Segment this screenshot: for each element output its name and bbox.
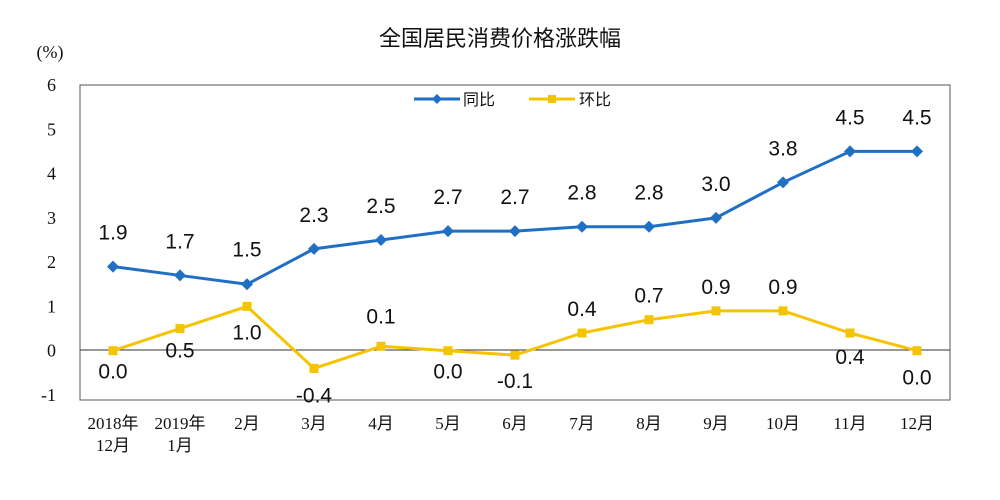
data-point-marker <box>711 306 721 316</box>
data-point-marker <box>376 341 386 351</box>
legend-marker-yoy <box>432 94 442 104</box>
plot-frame <box>79 84 951 401</box>
y-tick-label: 2 <box>47 252 56 272</box>
data-label: 0.9 <box>701 276 730 299</box>
data-label: 0.4 <box>567 298 597 321</box>
data-label: 0.0 <box>902 367 931 390</box>
data-label: 4.5 <box>835 106 864 129</box>
data-label: 1.7 <box>165 230 194 253</box>
y-tick-label: 6 <box>47 75 56 95</box>
y-tick-label: -1 <box>41 385 56 405</box>
legend-label-yoy: 同比 <box>463 90 495 109</box>
x-tick-label: 10月 <box>766 414 800 433</box>
data-label: 0.7 <box>634 285 663 308</box>
data-label: -0.1 <box>497 370 533 393</box>
series-layer: 1.9 1.7 1.5 2.3 2.5 2.7 2.7 2.8 2.8 3.0 3.8 4.5 4.5 0… <box>98 106 931 407</box>
data-label: 1.5 <box>232 238 261 261</box>
series-line-yoy <box>112 149 917 286</box>
data-point-marker <box>509 225 521 238</box>
x-tick-label: 6月 <box>502 414 528 433</box>
data-label: 0.5 <box>165 340 194 363</box>
data-point-marker <box>911 145 923 158</box>
data-label: 0.4 <box>835 346 865 369</box>
data-label: 0.0 <box>433 361 462 384</box>
data-label: 2.5 <box>366 195 395 218</box>
data-point-marker <box>241 278 253 291</box>
data-point-marker <box>777 176 789 189</box>
x-tick-label: 2019年 <box>155 414 206 433</box>
legend: 同比 环比 <box>414 90 611 109</box>
data-point-marker <box>174 269 186 282</box>
data-point-marker <box>710 211 722 224</box>
x-tick-label: 5月 <box>435 414 461 433</box>
data-point-marker <box>576 220 588 233</box>
x-tick-label: 2月 <box>234 414 260 433</box>
data-point-marker <box>510 350 520 360</box>
data-point-marker <box>643 220 655 233</box>
data-point-marker <box>309 363 319 373</box>
data-point-marker <box>108 346 118 356</box>
data-point-marker <box>443 346 453 356</box>
y-tick-label: 1 <box>47 296 56 316</box>
data-label: 3.0 <box>701 173 730 196</box>
data-point-marker <box>845 328 855 338</box>
data-label: 2.3 <box>299 204 328 227</box>
x-tick-label: 8月 <box>636 414 662 433</box>
legend-marker-mom <box>548 95 556 103</box>
y-tick-label: 4 <box>47 164 56 184</box>
y-tick-label: 0 <box>47 341 56 361</box>
x-tick-label: 12月 <box>900 414 934 433</box>
data-point-marker <box>242 301 252 311</box>
data-point-marker <box>442 225 454 238</box>
x-tick-label: 4月 <box>368 414 394 433</box>
x-tick-label: 9月 <box>703 414 729 433</box>
data-point-marker <box>912 346 922 356</box>
data-label: 4.5 <box>902 106 931 129</box>
data-label: -0.4 <box>296 384 333 407</box>
data-point-marker <box>577 328 587 338</box>
data-label: 2.7 <box>500 186 529 209</box>
x-tick-label: 11月 <box>833 414 866 433</box>
data-label: 2.7 <box>433 186 462 209</box>
data-label: 1.9 <box>98 222 127 245</box>
y-axis-unit: (%) <box>37 42 64 63</box>
x-tick-label: 12月 <box>96 436 130 455</box>
legend-label-mom: 环比 <box>579 90 611 109</box>
x-tick-label: 1月 <box>167 436 193 455</box>
data-point-marker <box>778 306 788 316</box>
data-label: 2.8 <box>634 182 663 205</box>
data-label: 3.8 <box>768 137 797 160</box>
data-label: 1.0 <box>232 321 261 344</box>
data-point-marker <box>107 260 119 273</box>
data-label: 2.8 <box>567 182 596 205</box>
x-tick-label: 2018年 <box>88 414 139 433</box>
y-axis: -1 0 1 2 3 4 5 6 <box>41 75 56 405</box>
data-point-marker <box>644 315 654 325</box>
y-tick-label: 3 <box>47 208 56 228</box>
data-label: 0.9 <box>768 276 797 299</box>
data-point-marker <box>308 242 320 255</box>
x-tick-label: 7月 <box>569 414 595 433</box>
y-tick-label: 5 <box>47 119 56 139</box>
data-point-marker <box>175 324 185 334</box>
x-axis: 2018年 12月 2019年 1月 2月 3月 4月 5月 6月 7月 8月 9月 10月 11月 12月 <box>88 414 935 455</box>
data-point-marker <box>375 234 387 246</box>
data-label: 0.1 <box>366 305 395 328</box>
x-tick-label: 3月 <box>301 414 327 433</box>
chart-title: 全国居民消费价格涨跌幅 <box>379 27 621 52</box>
data-label: 0.0 <box>98 361 127 384</box>
data-point-marker <box>844 145 856 158</box>
